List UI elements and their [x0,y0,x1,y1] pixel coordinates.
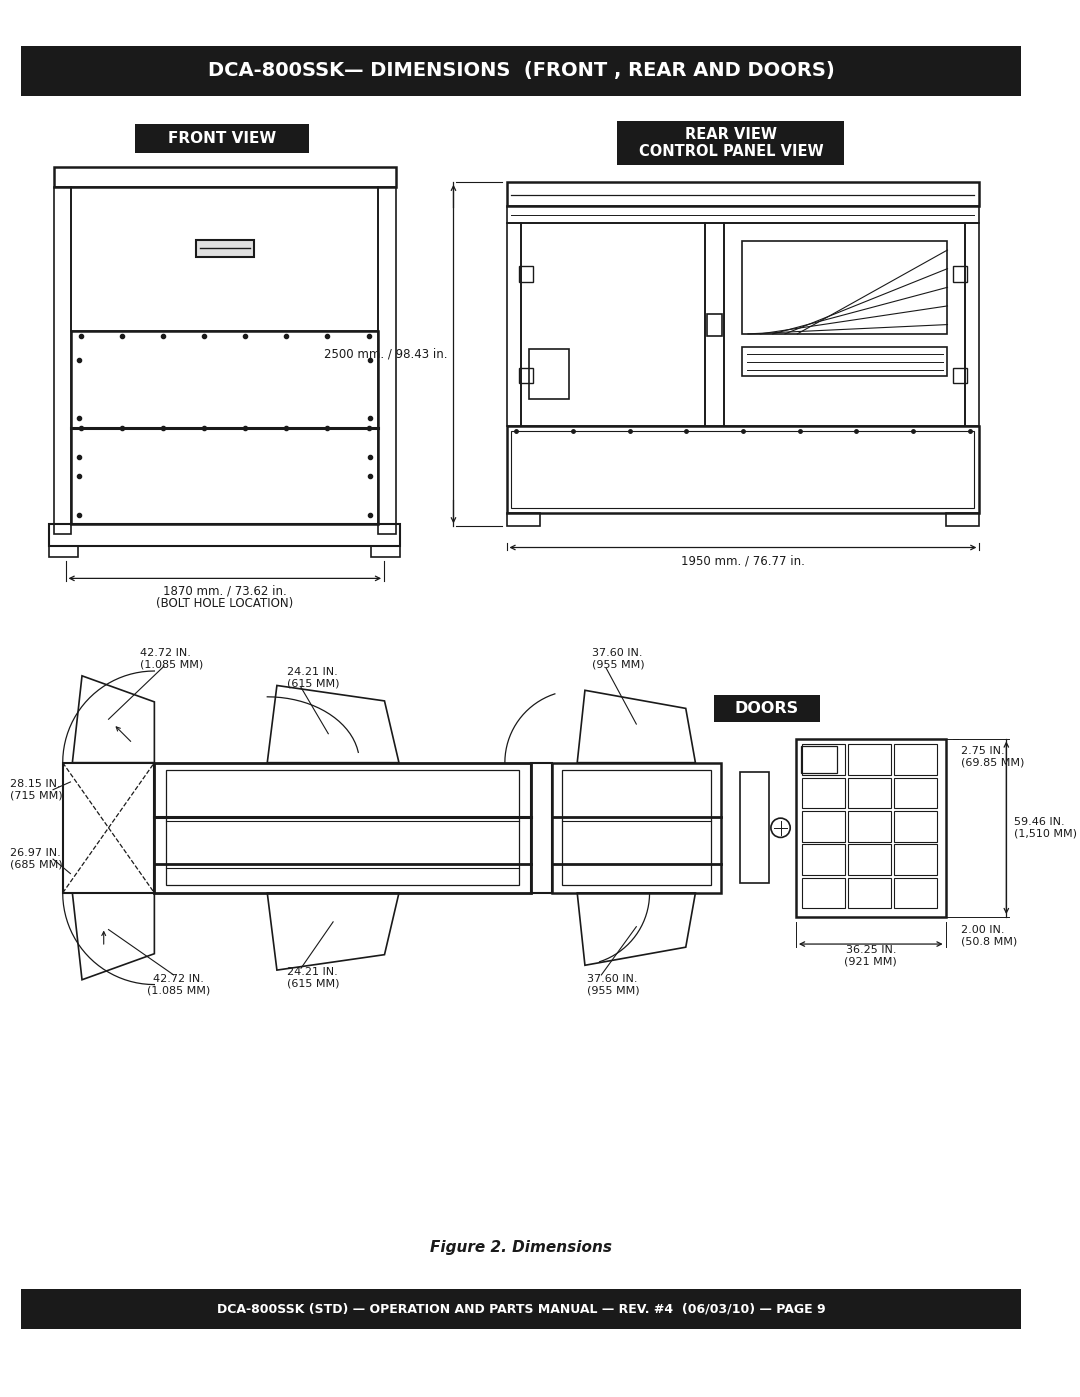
Text: 24.21 IN.
(615 MM): 24.21 IN. (615 MM) [286,666,339,689]
Bar [519,267,532,282]
Text: DCA-800SSK— DIMENSIONS  (FRONT , REAR AND DOORS): DCA-800SSK— DIMENSIONS (FRONT , REAR AND… [207,61,835,81]
Text: 37.60 IN.
(955 MM): 37.60 IN. (955 MM) [592,648,645,669]
Bar [954,367,967,383]
Bar [801,812,845,841]
Bar [801,778,845,809]
Bar [894,877,936,908]
Bar [135,124,309,152]
Bar [54,168,395,187]
Text: 1870 mm. / 73.62 in.: 1870 mm. / 73.62 in. [163,584,286,598]
Bar [22,1288,1021,1329]
Bar [552,763,720,893]
Bar [801,745,845,775]
Bar [71,331,378,524]
Bar [742,240,947,334]
Bar [618,122,845,165]
Bar [50,546,78,557]
Bar [63,763,154,893]
Bar [848,745,891,775]
Bar [707,314,721,335]
Bar [562,770,711,886]
Text: 42.72 IN.
(1.085 MM): 42.72 IN. (1.085 MM) [147,974,211,996]
Bar [946,513,980,527]
Bar [725,224,964,426]
Bar [529,349,569,400]
Text: 36.25 IN.
(921 MM): 36.25 IN. (921 MM) [845,944,897,967]
Bar [378,187,395,534]
Text: FRONT VIEW: FRONT VIEW [167,131,276,145]
Text: REAR VIEW
CONTROL PANEL VIEW: REAR VIEW CONTROL PANEL VIEW [638,127,823,159]
Bar [742,348,947,376]
Bar [507,426,980,513]
Text: 37.60 IN.
(955 MM): 37.60 IN. (955 MM) [586,974,639,996]
Bar [195,240,254,257]
Bar [166,770,519,886]
Bar [964,224,980,426]
Bar [954,267,967,282]
Text: 42.72 IN.
(1.085 MM): 42.72 IN. (1.085 MM) [140,648,203,669]
Bar [507,224,521,426]
Text: DCA-800SSK (STD) — OPERATION AND PARTS MANUAL — REV. #4  (06/03/10) — PAGE 9: DCA-800SSK (STD) — OPERATION AND PARTS M… [217,1302,825,1315]
Bar [714,696,820,722]
Bar [154,763,530,893]
Text: 2.00 IN.
(50.8 MM): 2.00 IN. (50.8 MM) [961,925,1017,946]
Bar [372,546,401,557]
Bar [848,812,891,841]
Bar [22,46,1021,96]
Bar [740,773,769,883]
Bar [519,367,532,383]
Text: 2.75 IN.
(69.85 MM): 2.75 IN. (69.85 MM) [961,746,1024,768]
Text: 28.15 IN.
(715 MM): 28.15 IN. (715 MM) [10,780,63,800]
Bar [848,877,891,908]
Bar [530,763,552,893]
Bar [801,844,845,875]
Text: DOORS: DOORS [735,701,799,717]
Text: 59.46 IN.
(1,510 MM): 59.46 IN. (1,510 MM) [1014,817,1077,838]
Bar [507,182,980,205]
Text: 2500 mm. / 98.43 in.: 2500 mm. / 98.43 in. [324,348,448,360]
Bar [848,778,891,809]
Bar [894,812,936,841]
Bar [801,877,845,908]
Text: 26.97 IN.
(685 MM): 26.97 IN. (685 MM) [10,848,63,870]
Bar [894,745,936,775]
Bar [705,224,725,426]
Bar [521,224,705,426]
Text: Figure 2. Dimensions: Figure 2. Dimensions [430,1241,612,1256]
Bar [507,513,540,527]
Bar [50,524,401,546]
Bar [54,187,71,534]
Bar [507,205,980,224]
Bar [894,778,936,809]
Text: 1950 mm. / 76.77 in.: 1950 mm. / 76.77 in. [681,555,805,567]
Bar [848,844,891,875]
Text: (BOLT HOLE LOCATION): (BOLT HOLE LOCATION) [157,597,294,610]
Bar [800,746,837,774]
Bar [796,739,946,916]
Bar [894,844,936,875]
Bar [511,430,974,509]
Text: 24.21 IN.
(615 MM): 24.21 IN. (615 MM) [286,967,339,989]
Bar [71,187,378,331]
